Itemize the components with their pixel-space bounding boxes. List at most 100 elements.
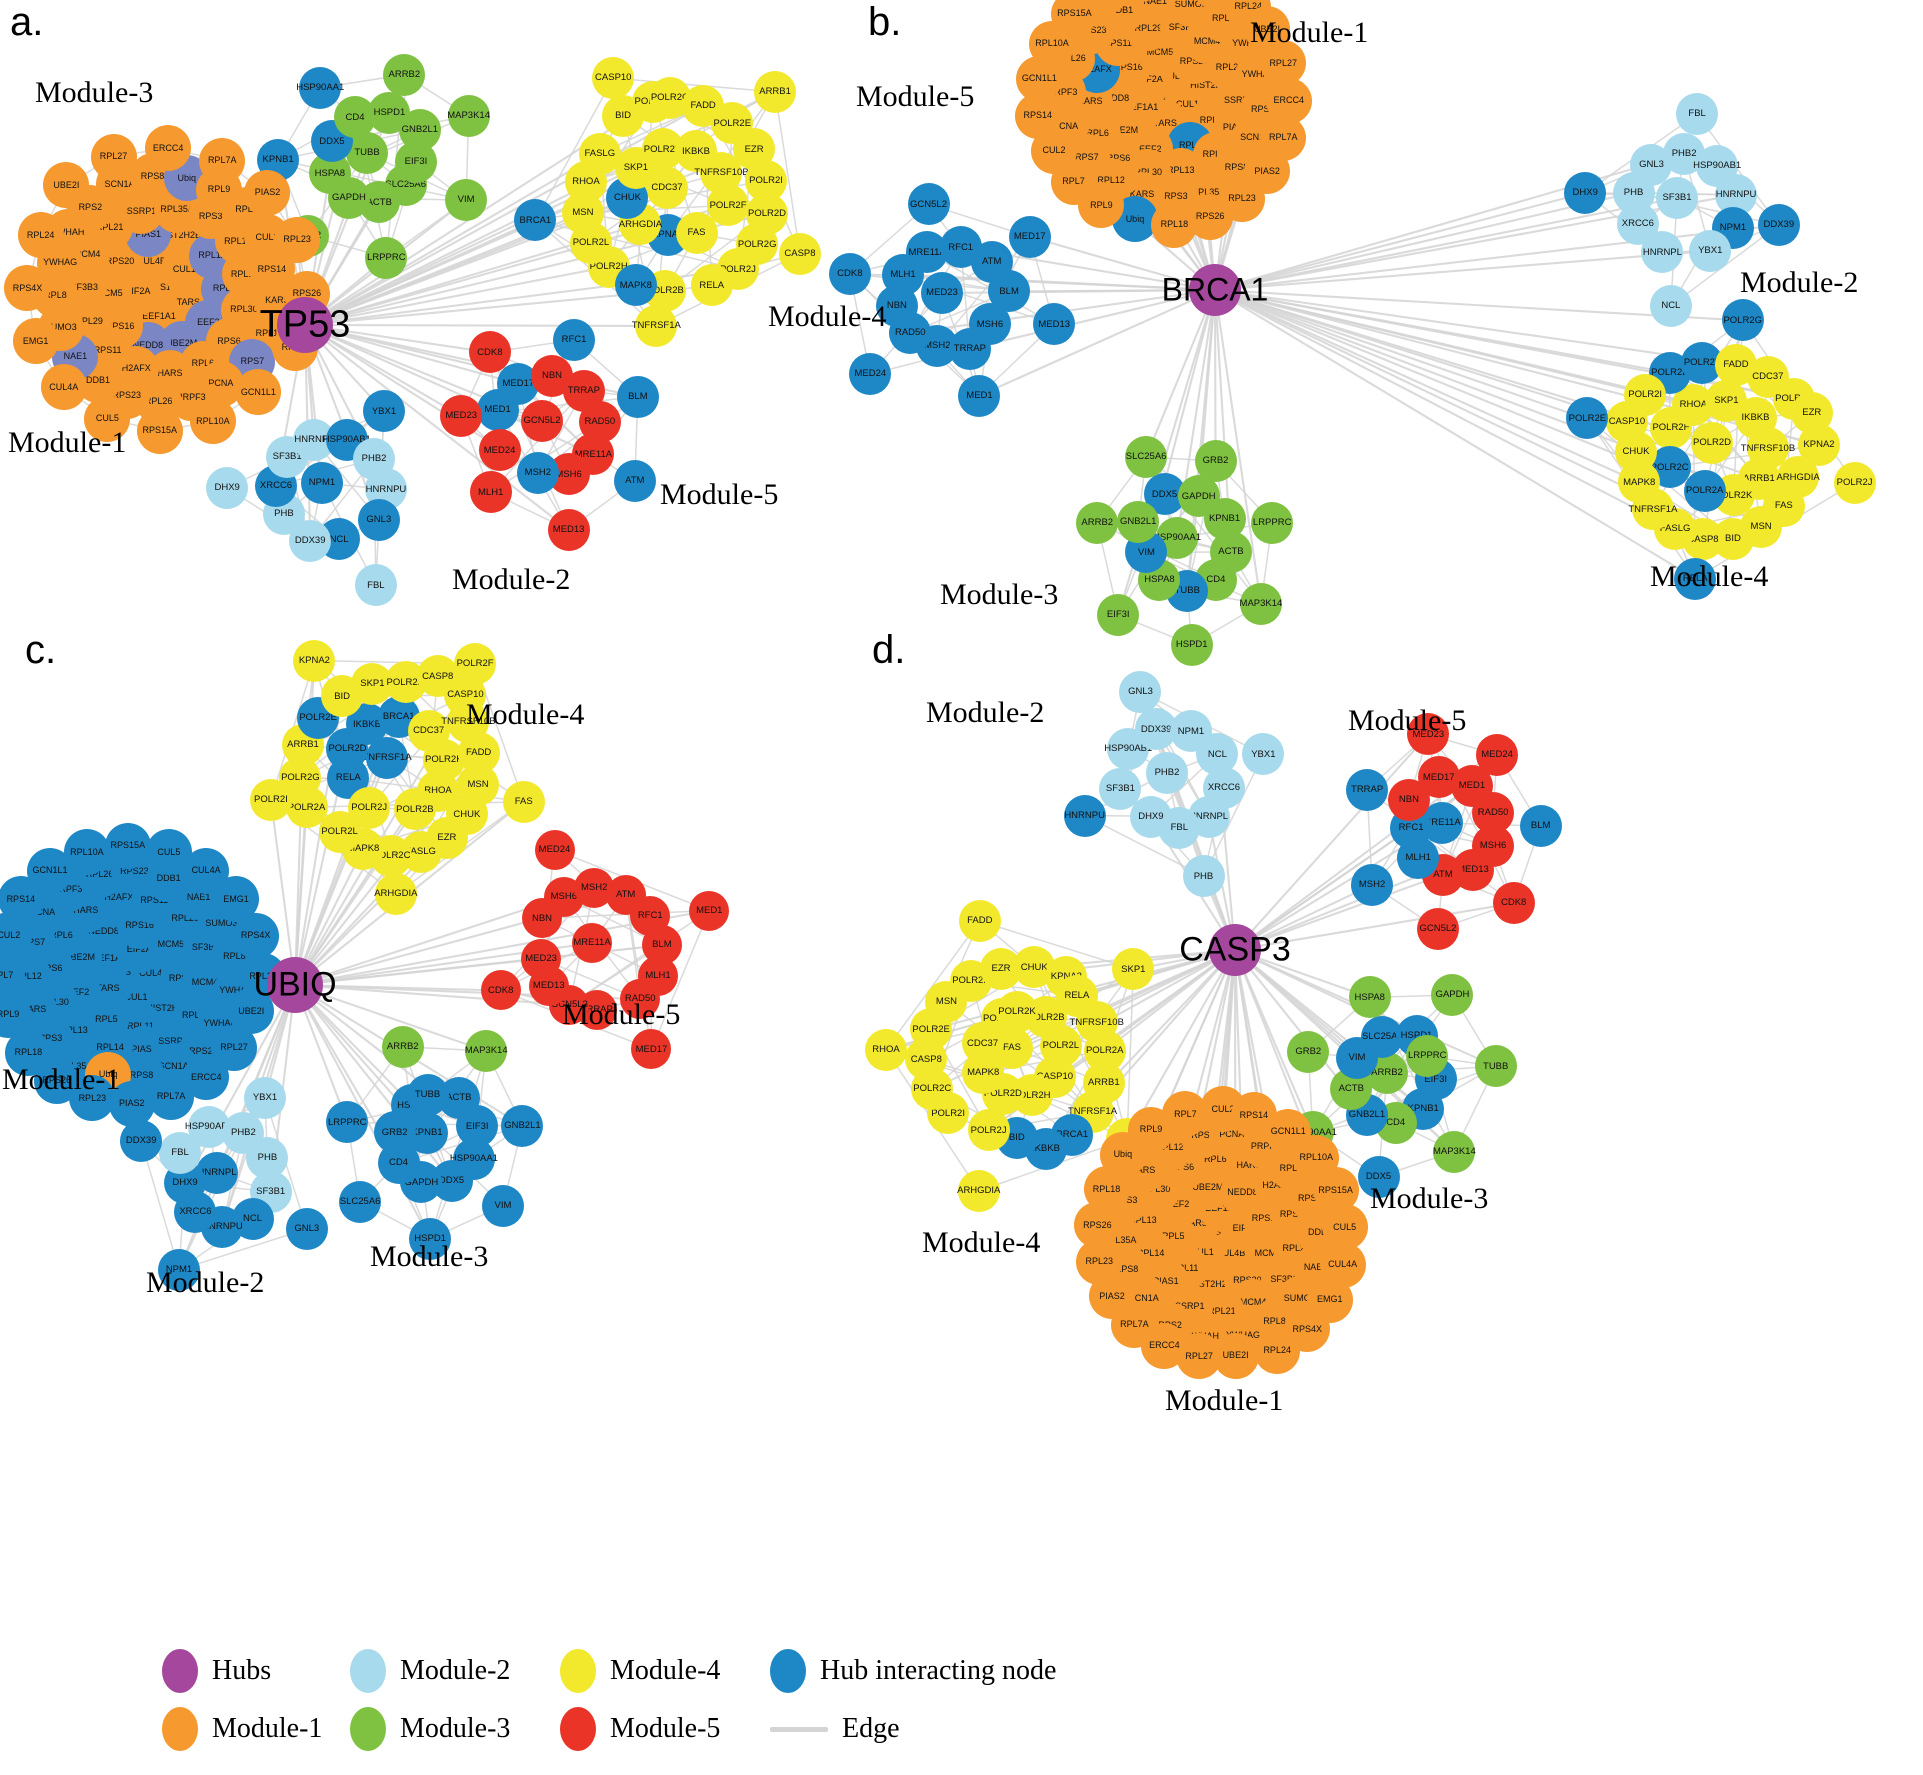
node-gnb2l1[interactable]: GNB2L1 — [1117, 501, 1160, 544]
node-med24[interactable]: MED24 — [1476, 733, 1519, 776]
node-phb2[interactable]: PHB2 — [1146, 752, 1188, 794]
node-polr2j[interactable]: POLR2J — [967, 1109, 1010, 1152]
node-blm[interactable]: BLM — [616, 375, 659, 418]
node-casp10[interactable]: CASP10 — [592, 57, 635, 100]
node-mlh1[interactable]: MLH1 — [469, 471, 512, 514]
node-arrb1[interactable]: ARRB1 — [754, 70, 797, 113]
node-dhx9[interactable]: DHX9 — [1564, 171, 1607, 214]
hub-brca1[interactable] — [1189, 264, 1241, 316]
node-vim[interactable]: VIM — [482, 1184, 524, 1227]
node-polr2f[interactable]: POLR2F — [454, 643, 497, 686]
node-polr2l[interactable]: POLR2L — [318, 810, 361, 853]
node-dhx9[interactable]: DHX9 — [206, 467, 249, 510]
node-cul4a[interactable]: CUL4A — [183, 847, 230, 894]
node-arrb2[interactable]: ARRB2 — [383, 53, 426, 96]
node-polr2a[interactable]: POLR2A — [1683, 469, 1726, 512]
node-ercc4[interactable]: ERCC4 — [145, 125, 192, 172]
node-nbn[interactable]: NBN — [1387, 778, 1430, 821]
node-med23[interactable]: MED23 — [1407, 713, 1450, 756]
node-tubb[interactable]: TUBB — [346, 132, 388, 174]
node-rpl24[interactable]: RPL24 — [1254, 1327, 1301, 1374]
node-gapdh[interactable]: GAPDH — [1431, 974, 1474, 1017]
node-gnl3[interactable]: GNL3 — [357, 498, 400, 541]
node-med24[interactable]: MED24 — [478, 429, 521, 472]
node-brca1[interactable]: BRCA1 — [514, 199, 557, 242]
node-rela[interactable]: RELA — [1674, 557, 1717, 600]
node-rpl18[interactable]: RPL18 — [5, 1029, 52, 1076]
node-polr2j[interactable]: POLR2J — [1833, 461, 1876, 504]
node-med13[interactable]: MED13 — [547, 508, 590, 551]
node-ybx1[interactable]: YBX1 — [1689, 229, 1732, 272]
node-med1[interactable]: MED1 — [689, 890, 730, 931]
node-hspd1[interactable]: HSPD1 — [1170, 623, 1213, 666]
node-rpl10a[interactable]: RPL10A — [63, 829, 110, 876]
node-ddx39[interactable]: DDX39 — [1757, 204, 1800, 247]
node-tubb[interactable]: TUBB — [406, 1074, 449, 1116]
node-fadd[interactable]: FADD — [958, 900, 1001, 943]
node-hspa8[interactable]: HSPA8 — [1348, 976, 1391, 1019]
node-map3k14[interactable]: MAP3K14 — [1433, 1130, 1476, 1173]
node-tnfrsf1a[interactable]: TNFRSF1A — [632, 304, 681, 347]
node-emg1[interactable]: EMG1 — [12, 318, 59, 365]
node-polr2d[interactable]: POLR2D — [1691, 422, 1733, 464]
node-gnb2l1[interactable]: GNB2L1 — [501, 1104, 544, 1147]
node-rpl7a[interactable]: RPL7A — [148, 1073, 195, 1120]
node-hsp90aa1[interactable]: HSP90AA1 — [296, 66, 344, 109]
node-eif3i[interactable]: EIF3I — [394, 141, 437, 184]
node-gnl3[interactable]: GNL3 — [285, 1207, 328, 1250]
node-fbl[interactable]: FBL — [1676, 93, 1719, 136]
node-ncl[interactable]: NCL — [1649, 284, 1692, 327]
node-slc25a6[interactable]: SLC25A6 — [1125, 435, 1168, 478]
node-med24[interactable]: MED24 — [534, 829, 575, 870]
node-rpl7a[interactable]: RPL7A — [199, 137, 246, 184]
node-fas[interactable]: FAS — [675, 212, 718, 255]
node-gcn5l2[interactable]: GCN5L2 — [1416, 908, 1459, 951]
node-ddx5[interactable]: DDX5 — [1357, 1156, 1400, 1199]
node-fadd[interactable]: FADD — [457, 731, 500, 774]
node-gnl3[interactable]: GNL3 — [1119, 670, 1162, 713]
node-arrb2[interactable]: ARRB2 — [381, 1025, 424, 1068]
node-med17[interactable]: MED17 — [631, 1029, 672, 1070]
node-map3k14[interactable]: MAP3K14 — [465, 1030, 508, 1073]
node-rps4x[interactable]: RPS4X — [1192, 0, 1239, 11]
node-skp1[interactable]: SKP1 — [1112, 948, 1155, 991]
node-ybx1[interactable]: YBX1 — [1242, 733, 1285, 776]
node-rpl23[interactable]: RPL23 — [274, 216, 321, 263]
node-sf3b1[interactable]: SF3B1 — [1099, 767, 1142, 810]
node-msh2[interactable]: MSH2 — [516, 451, 559, 494]
node-med13[interactable]: MED13 — [1033, 303, 1076, 346]
node-skp1[interactable]: SKP1 — [351, 663, 394, 706]
node-atm[interactable]: ATM — [613, 459, 656, 502]
node-rps15a[interactable]: RPS15A — [104, 822, 151, 869]
hub-tp53[interactable] — [277, 297, 333, 353]
node-fas[interactable]: FAS — [502, 780, 545, 823]
node-ybx1[interactable]: YBX1 — [243, 1077, 286, 1120]
node-rpl18[interactable]: RPL18 — [1151, 201, 1198, 248]
node-med17[interactable]: MED17 — [1008, 215, 1051, 258]
node-grb2[interactable]: GRB2 — [1194, 439, 1237, 482]
node-map3k14[interactable]: MAP3K14 — [1240, 583, 1282, 625]
node-emg1[interactable]: EMG1 — [1155, 0, 1202, 1]
node-lrpprc[interactable]: LRPPRC — [1251, 501, 1294, 544]
hub-ubiq[interactable] — [267, 957, 323, 1013]
node-map3k14[interactable]: MAP3K14 — [447, 95, 490, 138]
node-phb[interactable]: PHB — [1182, 855, 1225, 898]
node-lrpprc[interactable]: LRPPRC — [365, 236, 408, 279]
node-grb2[interactable]: GRB2 — [1287, 1031, 1330, 1074]
node-faslg[interactable]: FASLG — [578, 132, 621, 175]
node-ube2i[interactable]: UBE2I — [43, 162, 90, 209]
node-arrb2[interactable]: ARRB2 — [1076, 501, 1119, 544]
node-trrap[interactable]: TRRAP — [948, 327, 991, 370]
node-rad50[interactable]: RAD50 — [620, 979, 661, 1020]
node-kpna2[interactable]: KPNA2 — [293, 639, 336, 682]
node-tubb[interactable]: TUBB — [1474, 1045, 1517, 1088]
node-cdk8[interactable]: CDK8 — [828, 252, 871, 295]
node-mapk8[interactable]: MAPK8 — [614, 264, 657, 307]
node-rps15a[interactable]: RPS15A — [136, 407, 183, 454]
node-trrap[interactable]: TRRAP — [1346, 768, 1389, 811]
node-ddx39[interactable]: DDX39 — [120, 1120, 163, 1163]
node-hnrnpl[interactable]: HNRNPL — [1641, 231, 1684, 274]
node-rela[interactable]: RELA — [690, 264, 733, 307]
node-ercc4[interactable]: ERCC4 — [183, 1054, 230, 1101]
node-ybx1[interactable]: YBX1 — [362, 390, 405, 433]
